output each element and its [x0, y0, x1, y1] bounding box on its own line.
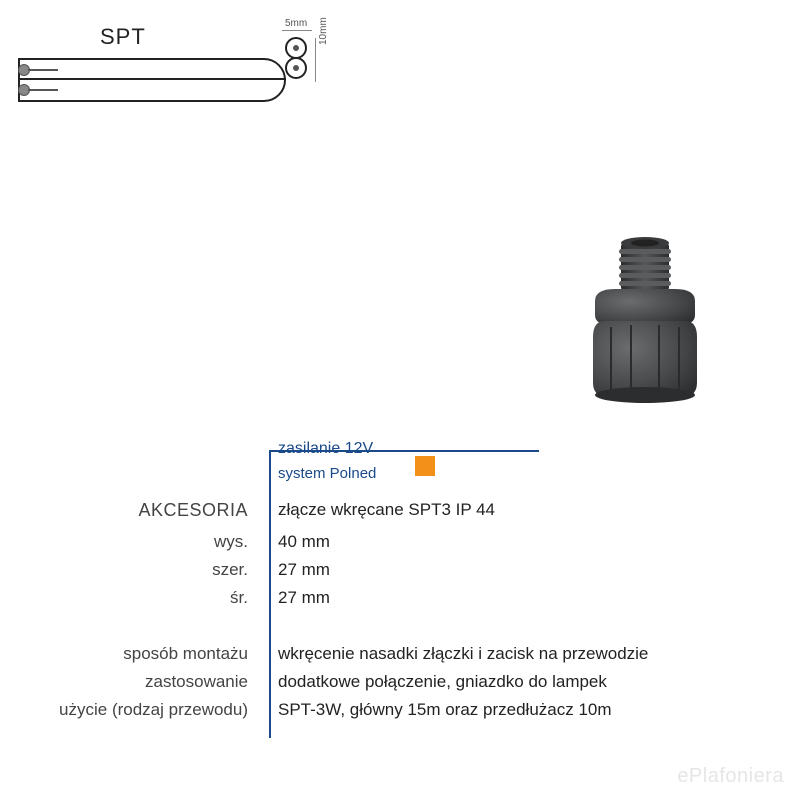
spec-label: [0, 440, 262, 458]
wire-line: [28, 69, 58, 71]
spec-row-voltage: zasilanie 12V: [0, 440, 800, 458]
spec-value: 27 mm: [262, 560, 330, 580]
spec-label: [0, 465, 262, 482]
spec-label: użycie (rodzaj przewodu): [0, 700, 262, 720]
spec-value: zasilanie 12V: [262, 440, 373, 458]
cable-cross-section: [280, 38, 312, 82]
spec-row-width: szer. 27 mm: [0, 560, 800, 580]
dimension-width: 5mm: [285, 18, 307, 29]
spec-label: zastosowanie: [0, 672, 262, 692]
spec-value: dodatkowe połączenie, gniazdko do lampek: [262, 672, 607, 692]
spec-label: AKCESORIA: [0, 500, 262, 521]
spec-value: złącze wkręcane SPT3 IP 44: [262, 500, 495, 521]
spec-value: 27 mm: [262, 588, 330, 608]
spec-row-application: zastosowanie dodatkowe połączenie, gniaz…: [0, 672, 800, 692]
cable-outline: [18, 58, 286, 102]
dimension-line: [315, 38, 316, 82]
spec-row-diameter: śr. 27 mm: [0, 588, 800, 608]
dimension-height: 10mm: [318, 5, 329, 45]
spec-row-usage: użycie (rodzaj przewodu) SPT-3W, główny …: [0, 700, 800, 720]
spec-row-mounting: sposób montażu wkręcenie nasadki złączki…: [0, 644, 800, 664]
cross-dot: [293, 45, 299, 51]
spec-value: system Polned: [262, 465, 376, 482]
spec-value: wkręcenie nasadki złączki i zacisk na pr…: [262, 644, 648, 664]
dimension-line: [282, 30, 312, 31]
cross-dot: [293, 65, 299, 71]
connector-product-image: [575, 235, 715, 405]
spec-label: wys.: [0, 532, 262, 552]
spec-row-system: system Polned: [0, 465, 800, 482]
spec-row-category: AKCESORIA złącze wkręcane SPT3 IP 44: [0, 500, 800, 521]
cable-midline: [18, 78, 286, 80]
wire-line: [28, 89, 58, 91]
spec-row-height: wys. 40 mm: [0, 532, 800, 552]
watermark-text: ePlafoniera: [677, 765, 784, 788]
spec-label: sposób montażu: [0, 644, 262, 664]
spec-value: 40 mm: [262, 532, 330, 552]
spec-label: śr.: [0, 588, 262, 608]
spec-value: SPT-3W, główny 15m oraz przedłużacz 10m: [262, 700, 612, 720]
spec-label: szer.: [0, 560, 262, 580]
